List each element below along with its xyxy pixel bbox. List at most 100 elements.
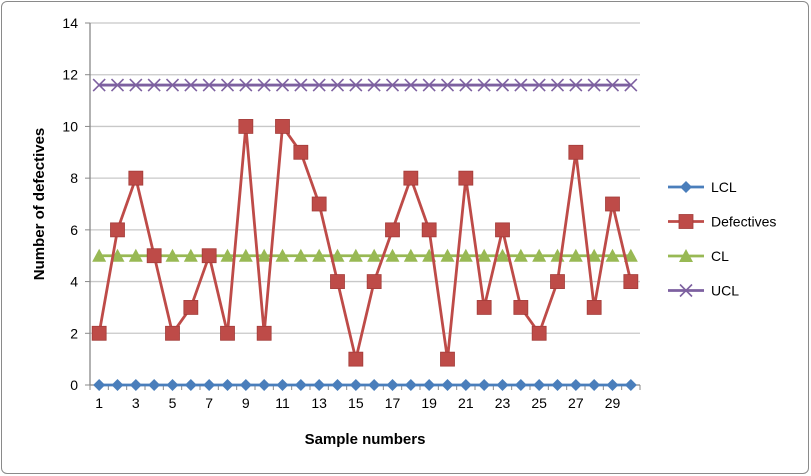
data-point [276,379,289,391]
x-marker-stroke [440,78,455,92]
data-point [129,78,143,92]
data-point [623,274,639,289]
data-point [348,351,364,367]
data-point [367,78,381,92]
data-point [605,78,620,92]
x-marker-stroke [624,78,638,92]
data-point [203,379,216,391]
data-point [606,379,619,391]
data-point [128,170,144,186]
data-point [459,379,472,391]
x-marker-stroke [569,78,583,92]
data-point [368,379,381,391]
x-tick-label: 17 [385,395,401,411]
data-point [404,78,418,92]
data-point [495,248,510,262]
data-point [148,379,161,391]
data-point [293,144,309,160]
data-point [532,78,546,92]
data-point [624,78,638,92]
data-point [275,248,290,262]
x-marker-stroke [514,78,528,92]
data-point [129,379,142,391]
data-point [165,78,180,92]
series-ucl [92,78,638,92]
gridlines [90,22,640,334]
x-marker-stroke [312,78,326,92]
data-point [165,248,180,262]
data-point [239,379,252,391]
data-point [312,248,327,262]
x-marker-stroke [422,78,436,92]
x-marker-stroke [202,78,216,92]
data-point [422,78,436,92]
data-point [441,379,454,391]
data-point [624,379,637,391]
data-point [458,170,474,186]
data-point [349,379,362,391]
x-marker-stroke [404,78,418,92]
y-axis-label: Number of defectives [31,128,48,281]
data-point [477,78,491,92]
legend-marker [678,214,694,229]
data-point [184,78,198,92]
data-point [551,379,564,391]
data-point [293,248,308,262]
data-point [514,78,528,92]
x-tick-label: 11 [275,395,290,411]
data-point [110,78,125,92]
y-tick-label: 12 [62,67,78,83]
data-point [110,222,125,238]
legend-item-defectives: Defectives [668,214,776,230]
x-marker-stroke [294,78,308,92]
data-point [239,78,253,92]
x-marker-stroke [129,78,143,92]
data-point [366,274,382,289]
legend-label: UCL [711,283,739,299]
x-marker-stroke [220,78,235,92]
data-point [311,196,327,212]
data-point [533,379,546,391]
data-point [423,379,436,391]
data-point [440,78,455,92]
data-point [385,248,400,262]
x-marker-stroke [495,78,510,92]
x-tick-label: 29 [605,395,621,411]
data-point [147,78,161,92]
data-point [256,325,272,341]
data-point [92,248,107,262]
data-point [294,78,308,92]
x-marker-stroke [184,78,198,92]
data-point [146,248,162,264]
data-point [367,248,382,262]
data-point [440,248,455,262]
x-marker-stroke [257,78,271,92]
data-point [166,379,179,391]
data-point [93,379,106,391]
x-marker-stroke [550,78,565,92]
data-point [513,248,528,262]
legend-item-lcl: LCL [668,179,737,195]
data-point [586,300,602,315]
x-marker-stroke [165,78,180,92]
data-point [220,325,235,341]
data-point [569,379,582,391]
data-point [514,379,527,391]
x-tick-label: 23 [495,395,511,411]
x-tick-label: 9 [242,395,250,411]
data-point [550,78,565,92]
x-tick-label: 13 [311,395,327,411]
data-point [458,248,473,262]
data-point [331,379,344,391]
data-point [568,144,584,160]
data-point [221,379,234,391]
y-tick-label: 10 [62,118,78,134]
data-point [165,325,180,341]
x-tick-label: 27 [568,395,584,411]
data-point [478,379,491,391]
data-point [385,78,400,92]
data-point [202,78,216,92]
data-point [513,300,529,315]
